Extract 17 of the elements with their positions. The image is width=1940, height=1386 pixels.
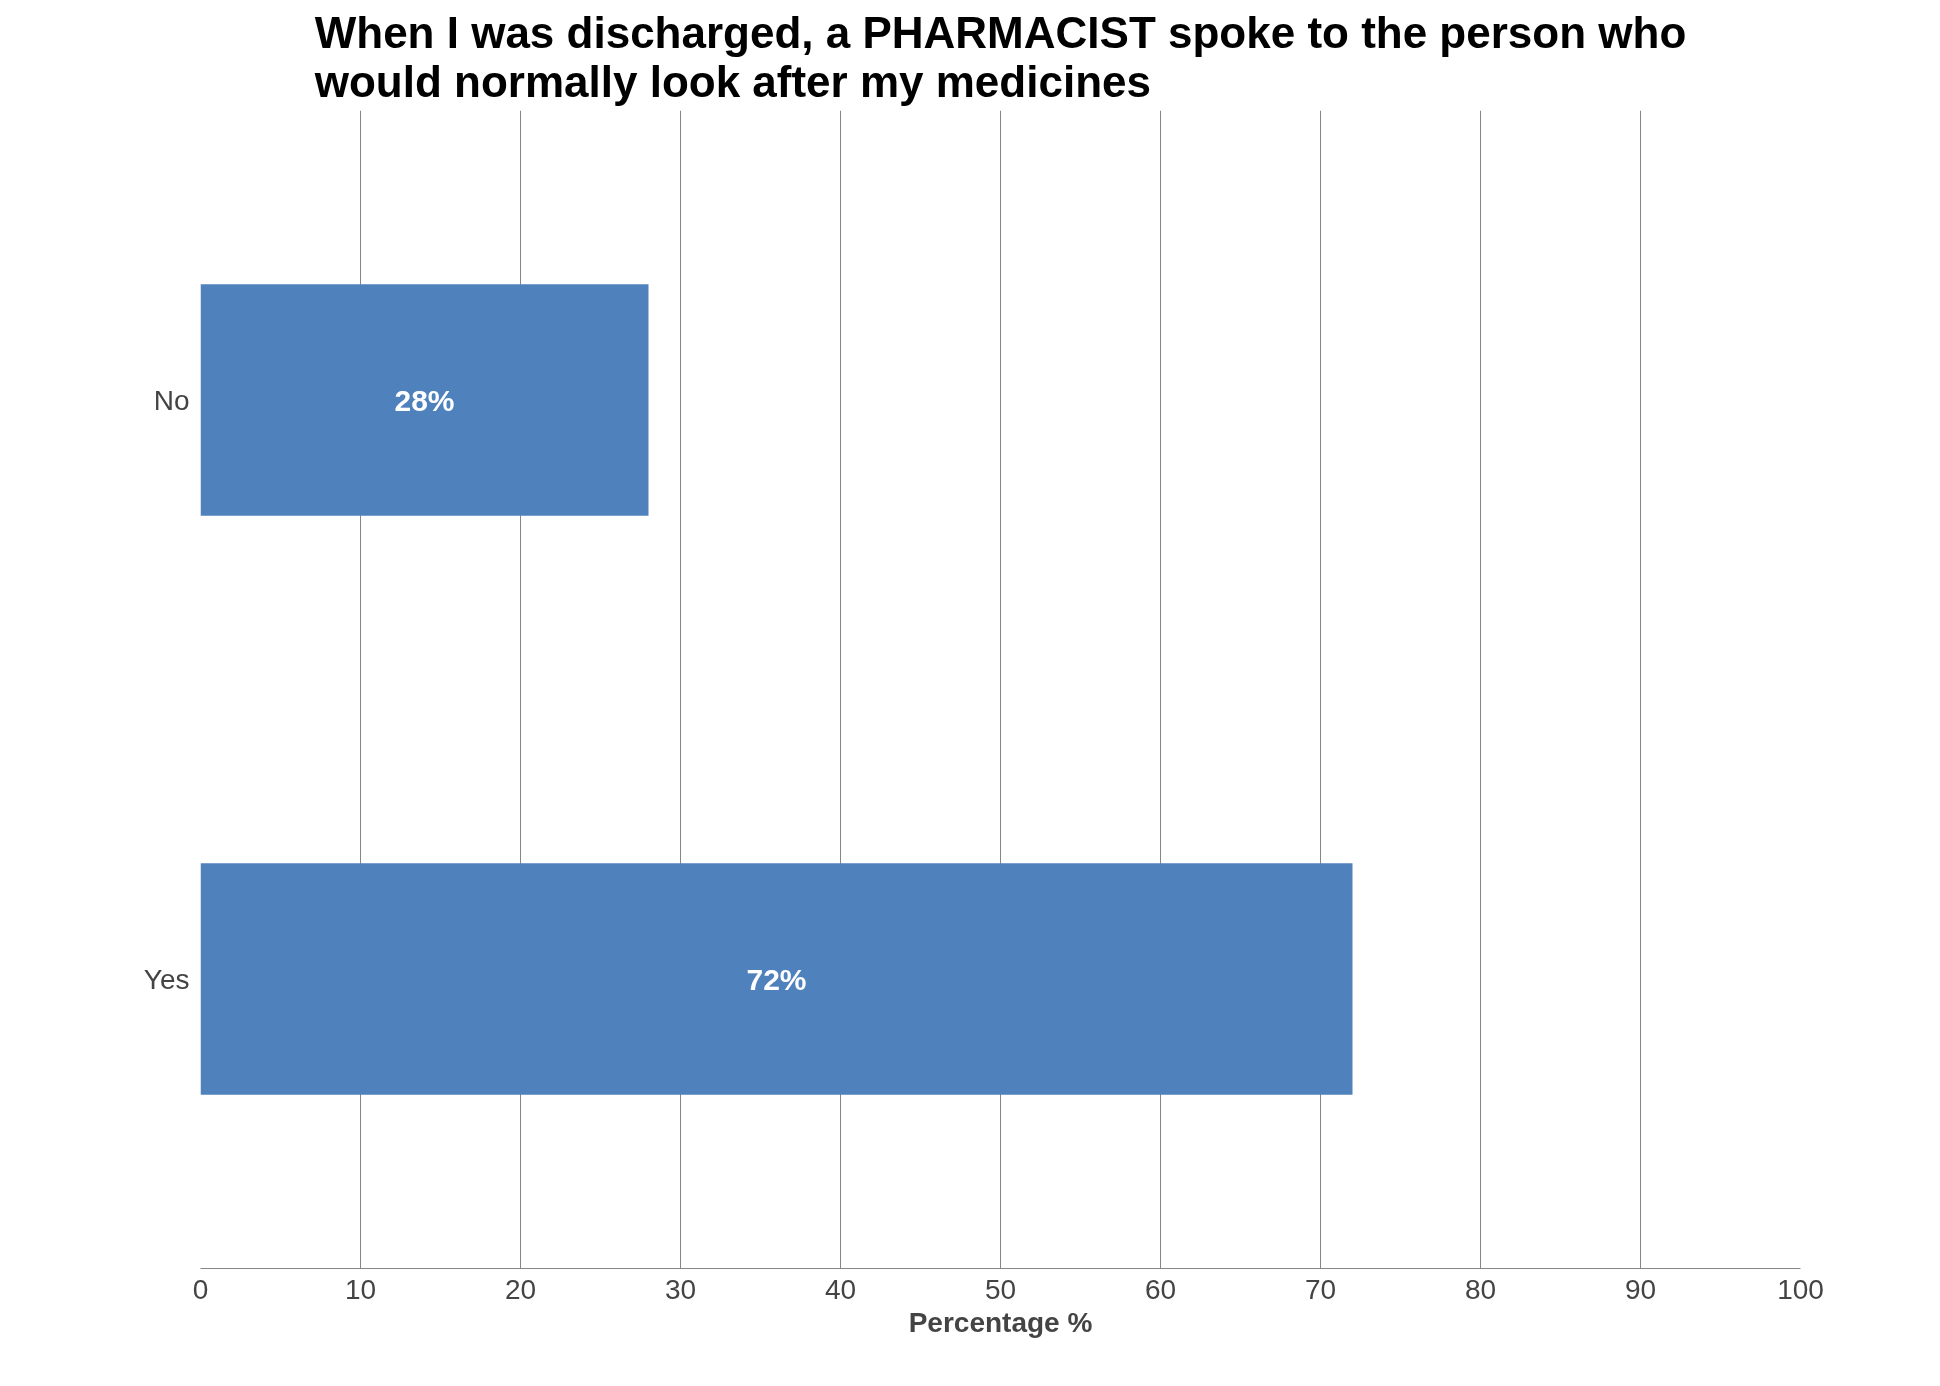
y-tick-label: No bbox=[153, 384, 190, 416]
x-tick-label: 90 bbox=[1624, 1273, 1657, 1305]
x-tick-label: 40 bbox=[824, 1273, 857, 1305]
x-tick-label: 10 bbox=[344, 1273, 377, 1305]
x-axis-title: Percentage % bbox=[908, 1306, 1093, 1338]
x-tick-label: 50 bbox=[984, 1273, 1017, 1305]
x-tick-label: 20 bbox=[504, 1273, 537, 1305]
x-tick-label: 30 bbox=[664, 1273, 697, 1305]
x-tick-label: 80 bbox=[1464, 1273, 1497, 1305]
data-label: 28% bbox=[394, 383, 455, 417]
y-tick-label: Yes bbox=[143, 963, 190, 995]
data-label: 72% bbox=[746, 962, 807, 996]
chart-title: When I was discharged, a PHARMACIST spoke to the person who would normally look after my medicines bbox=[313, 7, 1687, 106]
x-tick-label: 100 bbox=[1777, 1273, 1824, 1305]
x-tick-label: 70 bbox=[1304, 1273, 1337, 1305]
x-tick-label: 0 bbox=[192, 1273, 209, 1305]
x-tick-label: 60 bbox=[1144, 1273, 1177, 1305]
